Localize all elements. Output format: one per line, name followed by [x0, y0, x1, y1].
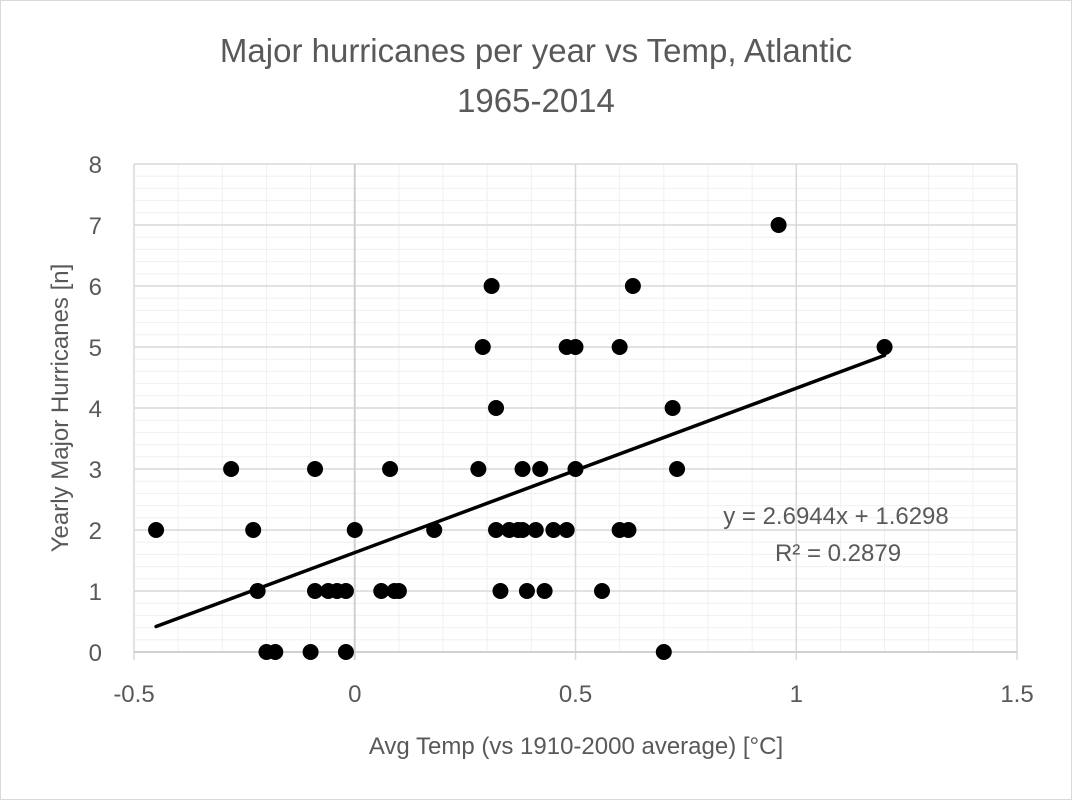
x-tick-label: -0.5	[113, 681, 154, 708]
data-point	[249, 583, 266, 599]
data-point	[302, 644, 319, 660]
data-point	[770, 217, 787, 233]
x-tick-label: 0.5	[559, 681, 592, 708]
data-point	[267, 644, 284, 660]
data-point	[514, 461, 531, 477]
data-point	[337, 644, 354, 660]
data-point	[245, 522, 262, 538]
data-points	[148, 217, 893, 660]
y-axis-title: Yearly Major Hurricanes [n]	[47, 264, 74, 553]
data-point	[611, 339, 628, 355]
data-point	[620, 522, 637, 538]
data-point	[470, 461, 487, 477]
data-point	[527, 522, 544, 538]
data-point	[488, 400, 505, 416]
chart-title-line-1: Major hurricanes per year vs Temp, Atlan…	[220, 32, 852, 69]
data-point	[346, 522, 363, 538]
data-point	[669, 461, 686, 477]
data-point	[337, 583, 354, 599]
data-point	[536, 583, 553, 599]
trendline	[154, 353, 887, 629]
x-axis-title: Avg Temp (vs 1910-2000 average) [°C]	[369, 733, 783, 760]
data-point	[514, 522, 531, 538]
data-point	[382, 461, 399, 477]
data-point	[558, 522, 575, 538]
data-point	[483, 278, 500, 294]
data-point	[624, 278, 641, 294]
data-point	[664, 400, 681, 416]
data-point	[148, 522, 165, 538]
data-point	[426, 522, 443, 538]
data-point	[567, 461, 584, 477]
data-point	[518, 583, 535, 599]
data-point	[593, 583, 610, 599]
x-tick-label: 1.5	[1000, 681, 1033, 708]
data-point	[307, 583, 324, 599]
x-tick-label: 0	[348, 681, 361, 708]
y-tick-label: 5	[89, 335, 102, 362]
y-tick-label: 4	[89, 396, 102, 423]
data-point	[474, 339, 491, 355]
y-tick-label: 0	[89, 640, 102, 667]
y-tick-label: 3	[89, 457, 102, 484]
data-point	[532, 461, 549, 477]
x-tick-label: 1	[790, 681, 803, 708]
data-point	[492, 583, 509, 599]
data-point	[223, 461, 240, 477]
y-tick-label: 1	[89, 579, 102, 606]
data-point	[307, 461, 324, 477]
data-point	[390, 583, 407, 599]
y-tick-label: 8	[89, 152, 102, 179]
data-point	[655, 644, 672, 660]
tick-labels: -0.5 0 0.5 1 1.5 0 1 2 3 4 5 6 7 8	[89, 152, 1034, 708]
y-tick-label: 7	[89, 213, 102, 240]
grid	[133, 163, 1018, 660]
y-tick-label: 2	[89, 518, 102, 545]
chart-title-line-2: 1965-2014	[457, 82, 615, 119]
trendline-equation: y = 2.6944x + 1.6298	[723, 503, 949, 530]
data-point	[488, 522, 505, 538]
data-point	[876, 339, 893, 355]
y-tick-label: 6	[89, 274, 102, 301]
trendline-r-squared: R² = 0.2879	[775, 540, 901, 567]
data-point	[373, 583, 390, 599]
data-point	[545, 522, 562, 538]
data-point	[567, 339, 584, 355]
trendline-group	[154, 353, 887, 629]
